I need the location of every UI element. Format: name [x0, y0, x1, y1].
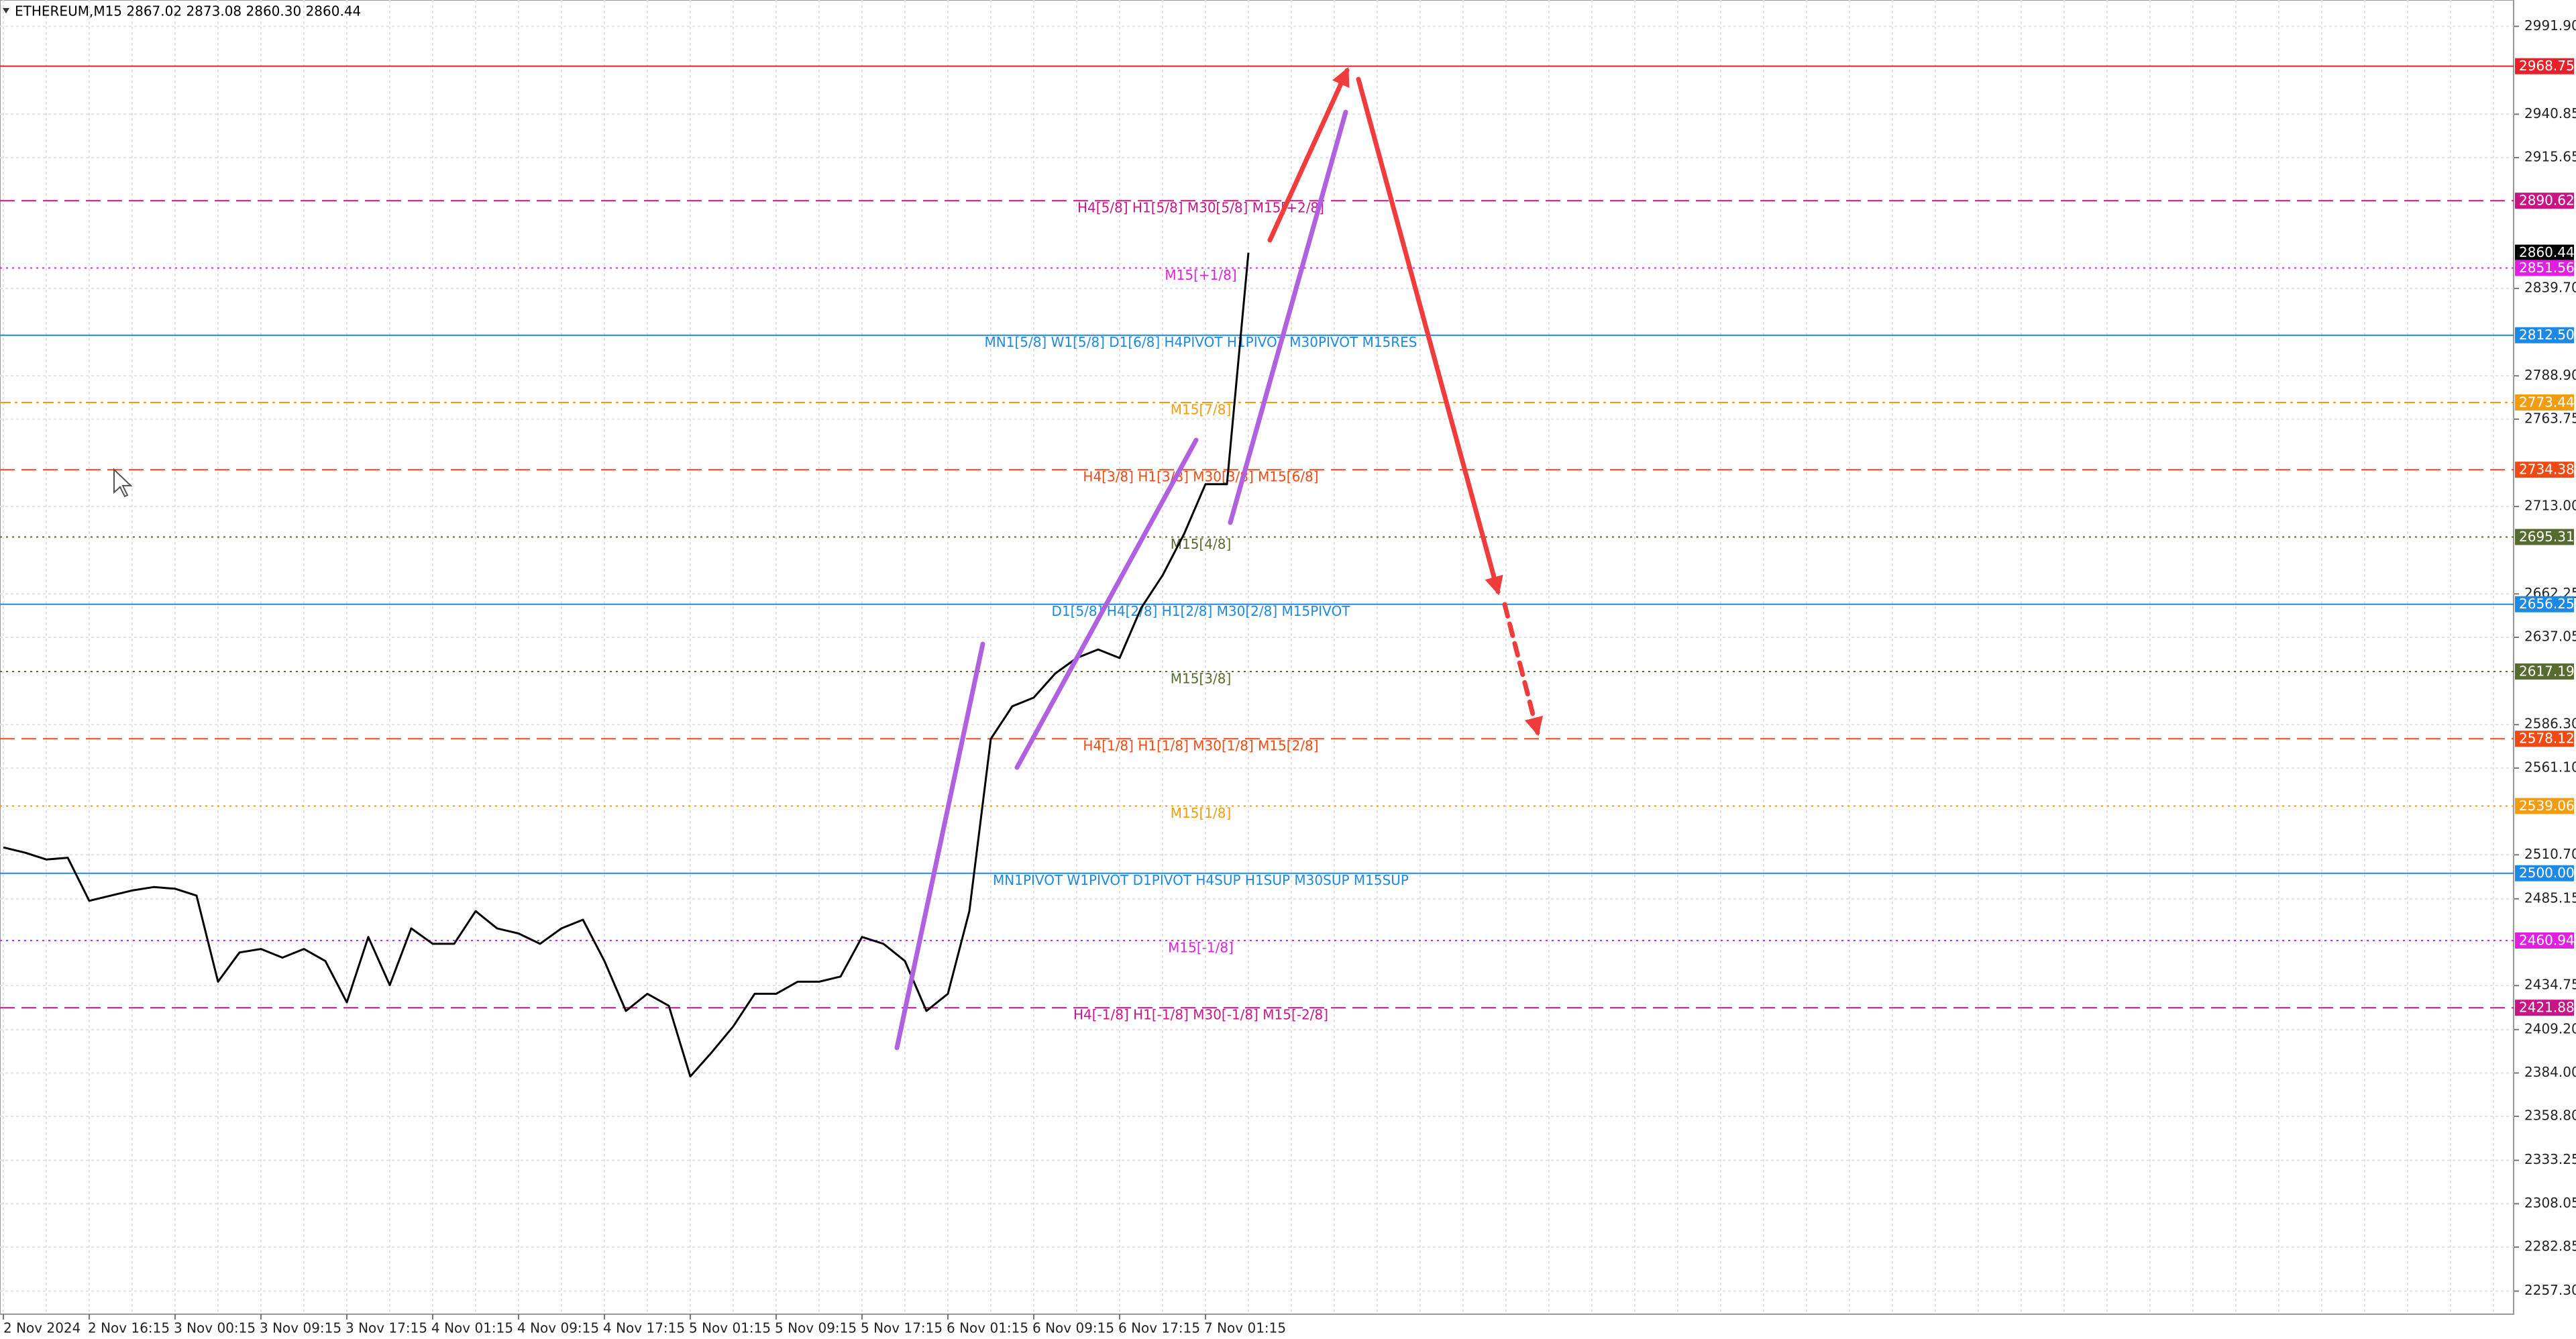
- x-tick-label: 5 Nov 17:15: [861, 1320, 943, 1336]
- y-tick-label: 2763.75: [2524, 410, 2576, 426]
- price-tag: [2515, 193, 2574, 209]
- levels: H4[5/8] H1[5/8] M30[5/8] M15[+2/8]M15[+1…: [0, 65, 2514, 1023]
- trend-line: [1014, 437, 1199, 770]
- menu-arrow: [3, 8, 9, 13]
- level-label: M15[-1/8]: [1168, 939, 1234, 955]
- trend-line: [894, 641, 985, 1051]
- price-tag: [2515, 394, 2574, 411]
- price-tag-label: 2773.44: [2519, 394, 2575, 410]
- y-tick-label: 2409.20: [2524, 1020, 2576, 1036]
- cursor: [113, 468, 133, 498]
- price-tag: [2515, 596, 2574, 612]
- x-tick-label: 6 Nov 09:15: [1032, 1320, 1114, 1336]
- y-tick-label: 2839.70: [2524, 279, 2576, 295]
- marks: [3, 252, 1250, 1078]
- price-tag-label: 2695.31: [2519, 529, 2575, 545]
- price-tag-label: 2539.06: [2519, 798, 2575, 814]
- price-line: [3, 252, 1250, 1078]
- price-tag-label: 2578.12: [2519, 731, 2575, 747]
- price-tag-label: 2734.38: [2519, 462, 2575, 478]
- y-tick-label: 2510.70: [2524, 846, 2576, 862]
- symbol-info: ETHEREUM,M15 2867.02 2873.08 2860.30 286…: [15, 3, 361, 19]
- price-tag-label: 2851.56: [2519, 260, 2575, 276]
- level-label: MN1[5/8] W1[5/8] D1[6/8] H4PIVOT H1PIVOT…: [985, 334, 1417, 350]
- arrow: [1356, 76, 1503, 596]
- arrow: [1502, 602, 1543, 737]
- x-tick-label: 2 Nov 16:15: [88, 1320, 170, 1336]
- price-tag: [2515, 327, 2574, 343]
- price-tag: [2515, 798, 2574, 814]
- y-tick-label: 2991.90: [2524, 17, 2576, 34]
- level-label: H4[-1/8] H1[-1/8] M30[-1/8] M15[-2/8]: [1073, 1007, 1328, 1023]
- plot-area: [0, 0, 2514, 1315]
- price-tag-label: 2617.19: [2519, 663, 2575, 679]
- price-tag: [2515, 865, 2574, 881]
- x-tick-label: 6 Nov 17:15: [1118, 1320, 1200, 1336]
- x-tick-label: 4 Nov 17:15: [603, 1320, 685, 1336]
- price-tag-label: 2890.62: [2519, 193, 2575, 209]
- y-tick-label: 2308.05: [2524, 1195, 2576, 1211]
- y-tick-label: 2333.25: [2524, 1151, 2576, 1167]
- price-tag-label: 2656.25: [2519, 596, 2575, 612]
- y-tick-label: 2257.30: [2524, 1282, 2576, 1298]
- x-tick-label: 2 Nov 2024: [3, 1320, 80, 1336]
- price-tag: [2515, 462, 2574, 478]
- x-tick-label: 5 Nov 09:15: [775, 1320, 857, 1336]
- x-tick-label: 3 Nov 09:15: [260, 1320, 341, 1336]
- level-label: H4[1/8] H1[1/8] M30[1/8] M15[2/8]: [1083, 738, 1318, 754]
- level-label: M15[3/8]: [1171, 670, 1232, 686]
- y-tick-label: 2940.85: [2524, 105, 2576, 121]
- y-tick-label: 2915.65: [2524, 148, 2576, 164]
- x-tick-label: 3 Nov 00:15: [174, 1320, 256, 1336]
- price-tag: [2515, 260, 2574, 276]
- x-tick-label: 5 Nov 01:15: [689, 1320, 771, 1336]
- price-tag-label: 2968.75: [2519, 58, 2575, 74]
- price-tag: [2515, 1000, 2574, 1016]
- price-tag: [2515, 663, 2574, 680]
- level-label: M15[+1/8]: [1165, 267, 1236, 283]
- trend-line: [1228, 109, 1348, 525]
- x-tick-label: 3 Nov 17:15: [345, 1320, 427, 1336]
- y-tick-label: 2358.80: [2524, 1108, 2576, 1124]
- price-tag: [2515, 932, 2574, 949]
- level-label: MN1PIVOT W1PIVOT D1PIVOT H4SUP H1SUP M30…: [993, 872, 1409, 888]
- y-tick-label: 2561.10: [2524, 759, 2576, 775]
- price-tag-label: 2421.88: [2519, 1000, 2575, 1016]
- price-tag-label: 2460.94: [2519, 932, 2575, 948]
- price-tag: [2515, 244, 2574, 261]
- price-tag: [2515, 731, 2574, 747]
- y-tick-label: 2485.15: [2524, 890, 2576, 906]
- y-tick-label: 2637.05: [2524, 628, 2576, 644]
- price-tag-label: 2500.00: [2519, 865, 2575, 881]
- arrow: [1267, 66, 1350, 243]
- y-tick-label: 2384.00: [2524, 1064, 2576, 1080]
- x-tick-label: 6 Nov 01:15: [947, 1320, 1028, 1336]
- price-tag-label: 2860.44: [2519, 244, 2575, 260]
- level-label: M15[7/8]: [1171, 401, 1232, 417]
- level-label: H4[3/8] H1[3/8] M30[3/8] M15[6/8]: [1083, 469, 1318, 485]
- y-tick-label: 2282.85: [2524, 1238, 2576, 1254]
- x-tick-label: 4 Nov 01:15: [431, 1320, 513, 1336]
- level-label: M15[1/8]: [1171, 805, 1232, 821]
- y-tick-label: 2713.00: [2524, 498, 2576, 514]
- y-tick-label: 2434.75: [2524, 977, 2576, 993]
- price-tag-label: 2812.50: [2519, 327, 2575, 343]
- price-tag: [2515, 58, 2574, 74]
- price-tag: [2515, 529, 2574, 545]
- x-tick-label: 7 Nov 01:15: [1204, 1320, 1286, 1336]
- y-tick-label: 2788.90: [2524, 367, 2576, 383]
- y-tick-label: 2586.30: [2524, 716, 2576, 732]
- x-tick-label: 4 Nov 09:15: [517, 1320, 599, 1336]
- level-label: D1[5/8] H4[2/8] H1[2/8] M30[2/8] M15PIVO…: [1052, 603, 1351, 619]
- annotations: [894, 66, 1543, 1051]
